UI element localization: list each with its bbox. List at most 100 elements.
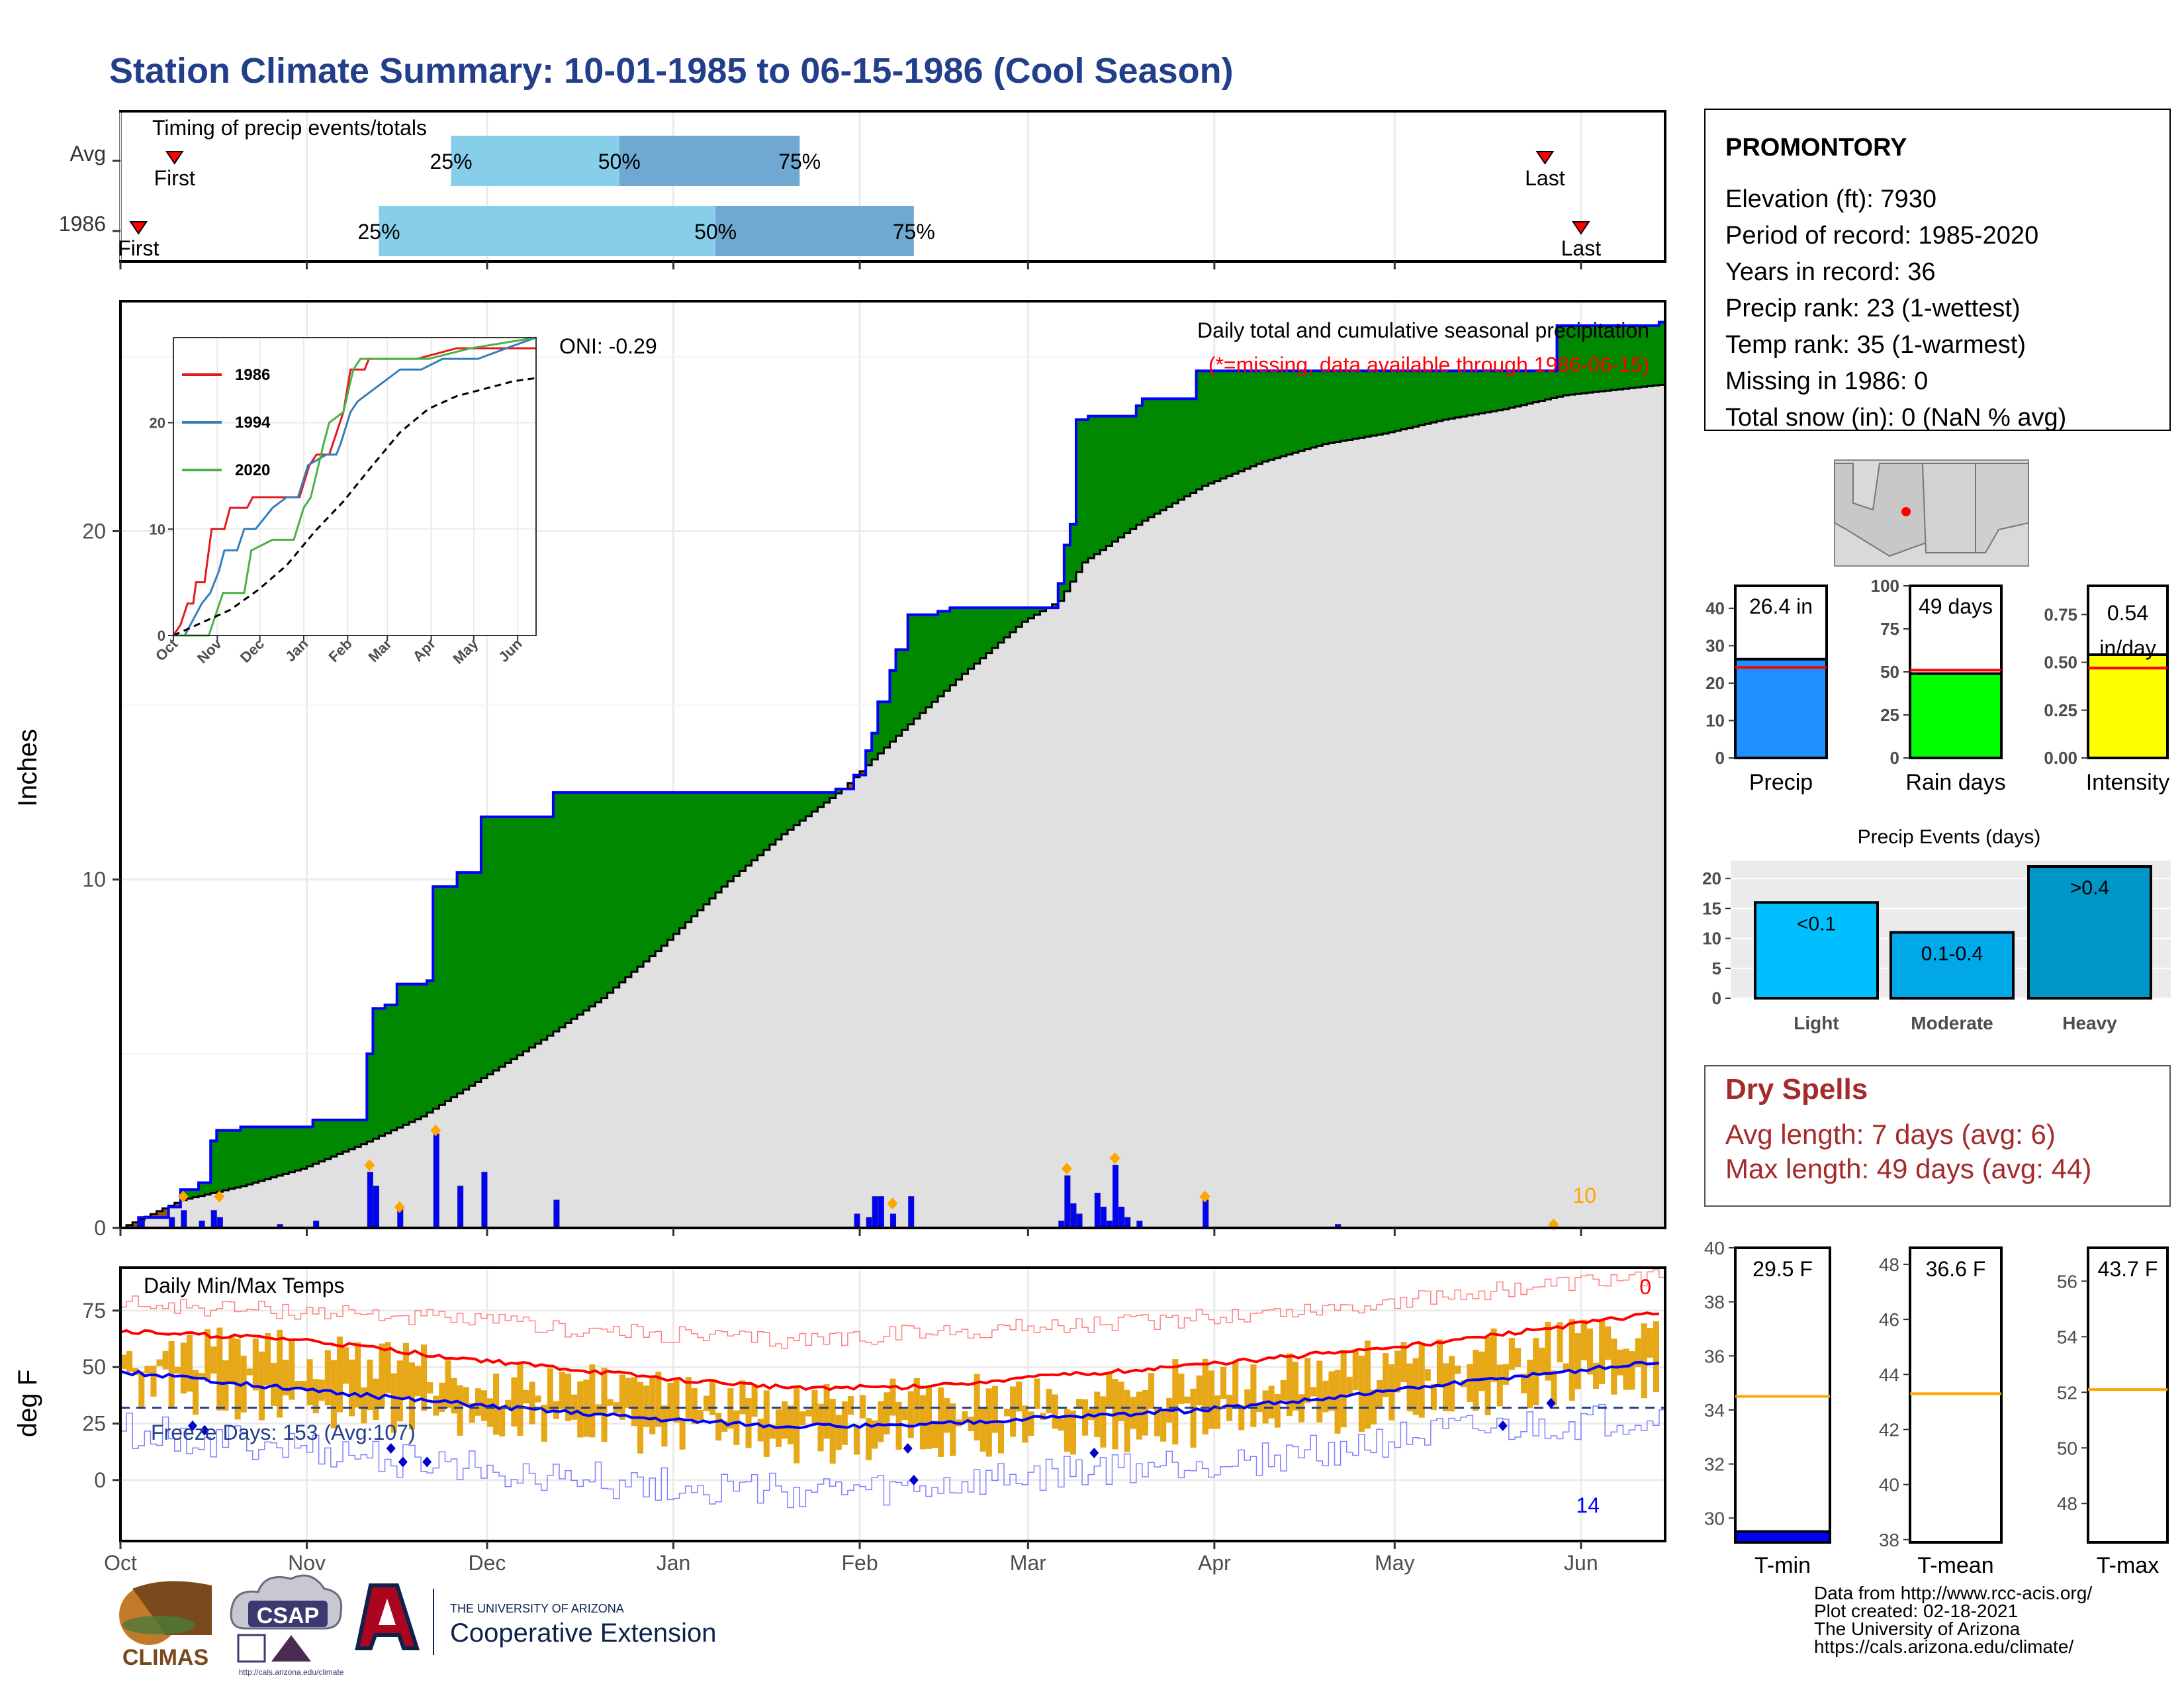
mini-bar-value-label: 26.4 in	[1749, 594, 1813, 618]
surplus-band	[252, 1127, 259, 1183]
daily-temp-bar	[1586, 1328, 1594, 1375]
month-label: Dec	[469, 1551, 506, 1575]
temp-ytick-label: 50	[82, 1355, 106, 1379]
daily-precip-bar	[457, 1186, 464, 1229]
heavy-day-marker	[1109, 1152, 1120, 1164]
daily-precip-bar	[373, 1186, 380, 1229]
daily-precip-bar	[1064, 1175, 1071, 1229]
daily-temp-bar	[817, 1403, 824, 1452]
daily-temp-bar	[1574, 1333, 1581, 1389]
surplus-band	[1479, 371, 1486, 414]
surplus-band	[1130, 416, 1137, 530]
surplus-band	[1208, 371, 1215, 484]
surplus-band	[1569, 325, 1576, 395]
daily-temp-bar	[847, 1396, 854, 1415]
daily-temp-bar	[174, 1366, 181, 1374]
temp-bar-ytick-label: 54	[2057, 1327, 2077, 1347]
surplus-band	[240, 1127, 248, 1186]
daily-temp-bar	[541, 1405, 547, 1442]
daily-precip-bar	[1094, 1192, 1101, 1229]
mini-bar-value-label: 49 days	[1919, 594, 1993, 618]
surplus-band	[1539, 371, 1545, 401]
surplus-band	[619, 792, 626, 982]
daily-temp-bar	[655, 1372, 662, 1427]
daily-temp-bar	[1623, 1348, 1629, 1390]
daily-temp-bar	[1328, 1371, 1335, 1411]
station-location-dot	[1901, 507, 1911, 516]
daily-temp-bar	[1130, 1397, 1136, 1429]
events-bar-label: <0.1	[1797, 913, 1836, 935]
surplus-band	[445, 886, 452, 1102]
daily-temp-bar	[493, 1373, 500, 1435]
surplus-band	[950, 608, 956, 685]
daily-temp-bar	[1340, 1350, 1347, 1428]
surplus-band	[685, 792, 692, 922]
surplus-band	[1442, 371, 1449, 420]
month-label: Oct	[104, 1551, 137, 1575]
daily-temp-bar	[619, 1374, 625, 1420]
daily-temp-bar	[559, 1372, 566, 1409]
station-info-box: PROMONTORY Elevation (ft): 7930 Period o…	[1704, 109, 2171, 432]
daily-temp-bar	[289, 1339, 295, 1400]
timing-p50-label: 50%	[598, 150, 641, 173]
mini-bar-ytick-label: 0.00	[2044, 748, 2077, 768]
events-ytick-label: 5	[1712, 959, 1721, 978]
temp-panel: 0 25 50 75 Oct Nov Dec Jan Feb Mar Apr May Jun Daily…	[13, 1266, 1666, 1575]
mini-bar-value-label: in/day	[2099, 636, 2156, 660]
climas-logo-text: CLIMAS	[122, 1645, 208, 1670]
surplus-band	[901, 649, 909, 730]
surplus-band	[349, 1119, 355, 1150]
station-line: Precip rank: 23 (1-wettest)	[1725, 295, 2021, 322]
surplus-band	[1617, 325, 1624, 390]
daily-precip-bar	[1118, 1206, 1125, 1229]
surplus-band	[493, 816, 500, 1071]
surplus-band	[1647, 325, 1654, 387]
surplus-band	[1514, 371, 1522, 406]
timing-p75-label: 75%	[778, 150, 821, 173]
surplus-band	[745, 792, 752, 866]
surplus-band	[889, 670, 897, 742]
daily-temp-bar	[1136, 1391, 1142, 1440]
surplus-band	[1490, 371, 1498, 412]
surplus-band	[1196, 371, 1203, 490]
surplus-band	[523, 816, 530, 1052]
inset-ytick-label: 20	[150, 415, 165, 432]
daily-precip-bar	[1070, 1203, 1077, 1229]
footer-line: The University of Arizona	[1814, 1618, 2021, 1639]
daily-temp-bar	[769, 1425, 776, 1439]
daily-temp-bar	[805, 1409, 812, 1417]
daily-temp-bar	[1629, 1351, 1635, 1390]
surplus-band	[457, 872, 464, 1094]
surplus-band	[1377, 371, 1383, 435]
surplus-band	[505, 816, 512, 1063]
surplus-band	[408, 984, 416, 1122]
daily-temp-bar	[685, 1377, 692, 1419]
events-ytick-label: 15	[1702, 898, 1721, 918]
surplus-band	[475, 872, 482, 1082]
daily-temp-bar	[457, 1385, 463, 1436]
daily-temp-bar	[517, 1361, 523, 1436]
surplus-band	[283, 1127, 289, 1174]
ua-name-text: THE UNIVERSITY OF ARIZONA	[450, 1602, 624, 1615]
surplus-band	[559, 792, 566, 1027]
inset-legend-label: 1994	[235, 414, 271, 432]
surplus-band	[312, 1119, 320, 1164]
surplus-band	[541, 816, 548, 1040]
temp-bar-ytick-label: 38	[1879, 1530, 1899, 1550]
surplus-band	[402, 984, 410, 1125]
mini-bar-ytick-label: 20	[1706, 673, 1725, 693]
surplus-band	[1088, 416, 1095, 559]
daily-temp-bar	[1599, 1319, 1606, 1384]
daily-temp-bar	[451, 1378, 457, 1414]
surplus-band	[1220, 371, 1227, 479]
surplus-band	[697, 792, 704, 910]
surplus-band	[1629, 325, 1636, 389]
daily-temp-bar	[1514, 1348, 1522, 1367]
daily-temp-bar	[1064, 1409, 1070, 1452]
station-line: Temp rank: 35 (1-warmest)	[1725, 331, 2026, 359]
heavy-day-marker	[177, 1190, 189, 1203]
daily-temp-bar	[715, 1413, 722, 1441]
surplus-band	[1154, 399, 1161, 514]
daily-temp-bar	[535, 1395, 541, 1403]
temp-bar-category-label: T-max	[2097, 1553, 2159, 1578]
